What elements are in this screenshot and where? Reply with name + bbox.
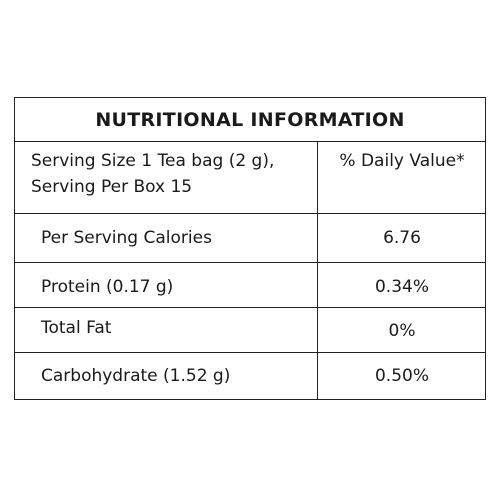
carbohydrate-label: Carbohydrate (1.52 g): [41, 366, 231, 386]
protein-label: Protein (0.17 g): [41, 277, 174, 297]
table-title: NUTRITIONAL INFORMATION: [15, 98, 485, 142]
row-divider: [15, 213, 485, 214]
row-divider: [15, 262, 485, 263]
carbohydrate-value: 0.50%: [374, 366, 429, 386]
servings-per-box-text: Serving Per Box 15: [31, 177, 193, 197]
protein-value: 0.34%: [374, 277, 429, 297]
calories-label: Per Serving Calories: [41, 228, 212, 248]
column-divider: [317, 142, 318, 399]
nutrition-table: NUTRITIONAL INFORMATION Serving Size 1 T…: [14, 97, 486, 400]
row-divider: [15, 352, 485, 353]
row-divider: [15, 307, 485, 308]
daily-value-header: % Daily Value*: [339, 151, 465, 171]
total-fat-label: Total Fat: [41, 318, 112, 338]
serving-size-text: Serving Size 1 Tea bag (2 g),: [31, 151, 275, 171]
total-fat-value: 0%: [388, 321, 416, 341]
calories-value: 6.76: [383, 228, 421, 248]
